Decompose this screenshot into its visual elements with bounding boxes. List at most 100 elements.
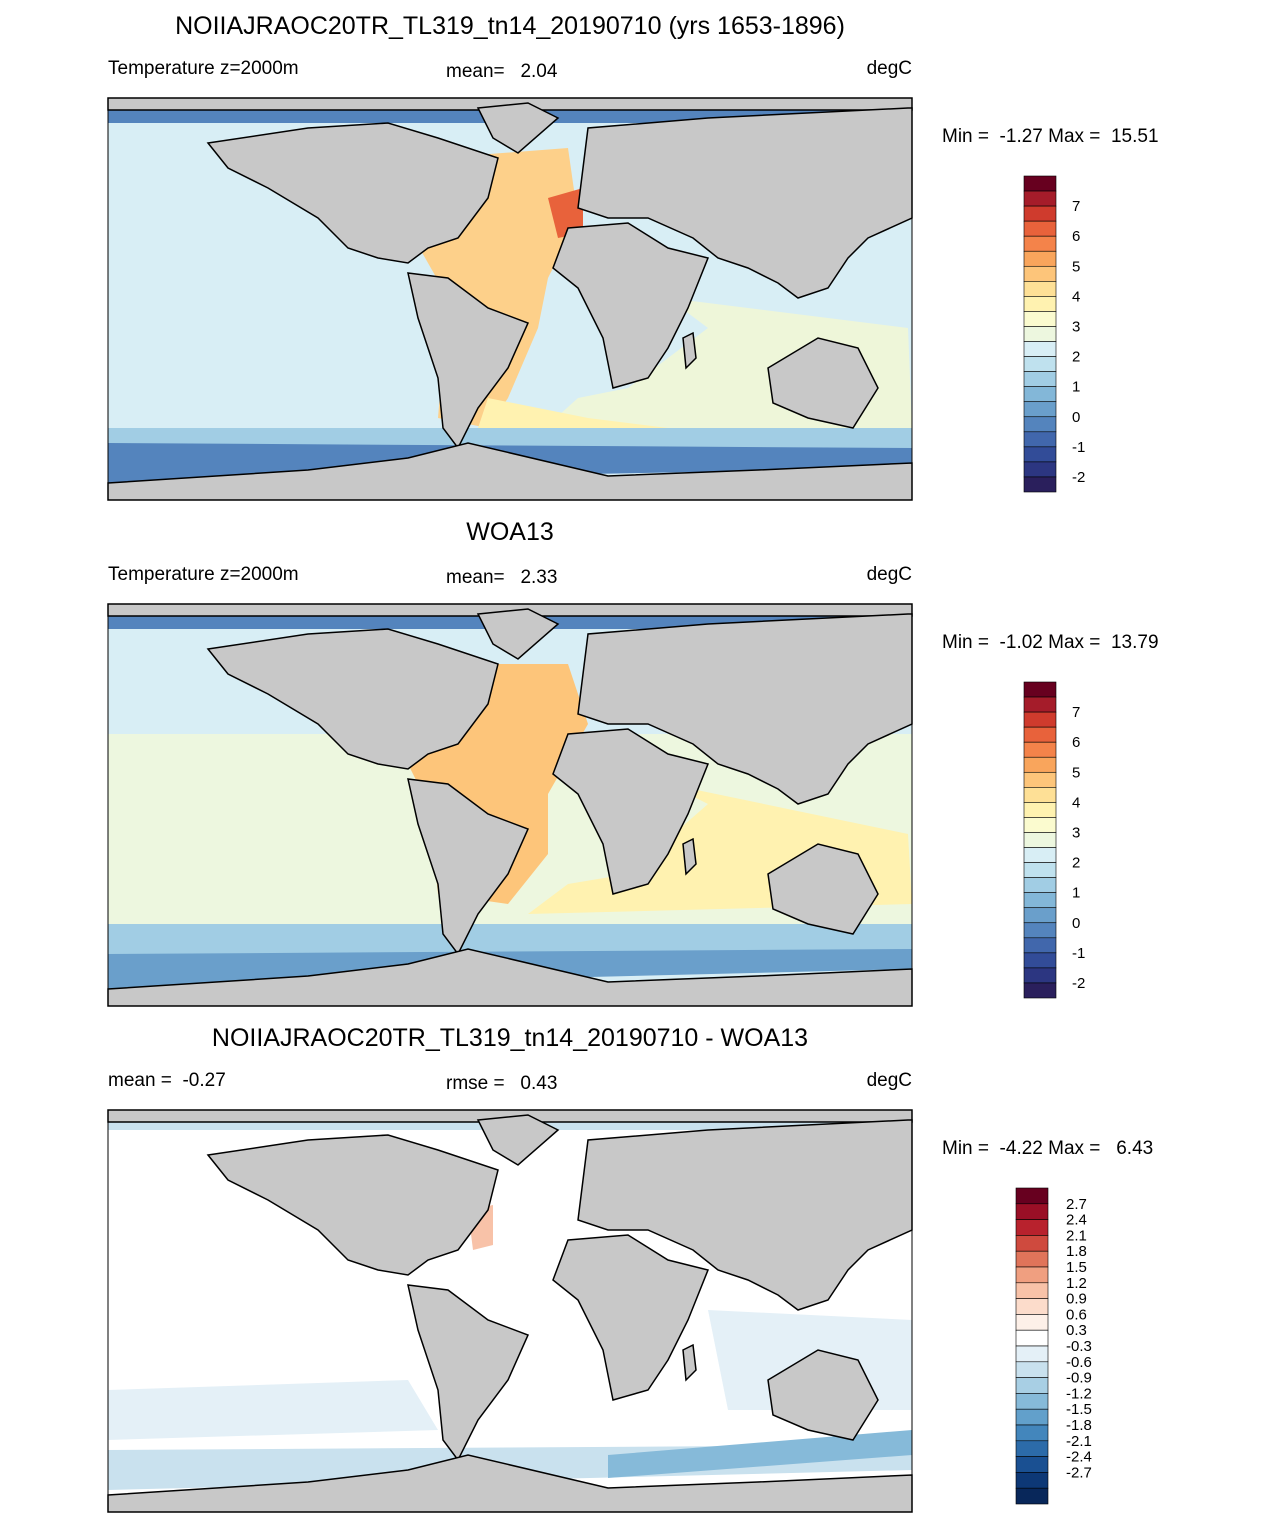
colorbar-box	[1023, 681, 1057, 698]
colorbar-box	[1023, 356, 1057, 372]
colorbar-box	[1023, 696, 1057, 713]
colorbar-box	[1023, 922, 1057, 939]
range-label: Min = -1.02 Max = 13.79	[942, 632, 1159, 653]
colorbar-box	[1023, 220, 1057, 237]
colorbar-box	[1023, 952, 1057, 969]
colorbar-box	[1023, 892, 1057, 909]
colorbar-label: 2	[1072, 855, 1080, 872]
colorbar-box	[1023, 416, 1057, 433]
colorbar: 7 6 5 4 3 2 1 0 -1 -2	[1023, 175, 1085, 493]
colorbar-box	[1015, 1250, 1049, 1268]
colorbar-label: -1.8	[1066, 1417, 1092, 1434]
colorbar-box	[1023, 817, 1057, 833]
units-label: degC	[867, 1070, 912, 1091]
panel-title: NOIIAJRAOC20TR_TL319_tn14_20190710 - WOA…	[212, 1024, 808, 1052]
colorbar-label: 5	[1072, 258, 1080, 275]
colorbar-box	[1023, 341, 1057, 357]
colorbar-box	[1023, 175, 1057, 192]
colorbar-box	[1023, 967, 1057, 984]
colorbar-box	[1023, 235, 1057, 252]
colorbar-label: 7	[1072, 704, 1080, 721]
colorbar-label: -2.4	[1066, 1449, 1092, 1466]
ocean-field	[108, 1380, 438, 1440]
colorbar-label: 3	[1072, 318, 1080, 335]
colorbar-label: 6	[1072, 734, 1080, 751]
center-label: mean= 2.04	[446, 61, 558, 82]
panel-title: WOA13	[466, 518, 554, 546]
colorbar-label: 5	[1072, 764, 1080, 781]
colorbar-box	[1023, 431, 1057, 448]
colorbar-box	[1023, 771, 1057, 788]
colorbar-box	[1015, 1393, 1049, 1410]
colorbar-box	[1023, 205, 1057, 222]
colorbar-box	[1015, 1345, 1049, 1363]
colorbar-label: -2	[1072, 469, 1085, 486]
colorbar-label: 1	[1072, 379, 1080, 396]
colorbar-label: -2.7	[1066, 1464, 1092, 1481]
colorbar-box	[1015, 1377, 1049, 1394]
colorbar-box	[1023, 802, 1057, 818]
colorbar-box	[1023, 265, 1057, 282]
colorbar-label: 1.5	[1066, 1259, 1087, 1276]
colorbar-box	[1023, 832, 1057, 848]
colorbar: 2.72.42.11.81.51.20.90.60.3-0.3-0.6-0.9-…	[1015, 1187, 1092, 1505]
panel: NOIIAJRAOC20TR_TL319_tn14_20190710 - WOA…	[107, 1024, 1153, 1513]
colorbar-label: -1	[1072, 945, 1085, 962]
colorbar-box	[1023, 250, 1057, 267]
colorbar-box	[1015, 1472, 1049, 1489]
colorbar-box	[1015, 1361, 1049, 1378]
colorbar-box	[1023, 326, 1057, 342]
left-label: Temperature z=2000m	[108, 564, 299, 585]
colorbar-box	[1015, 1187, 1049, 1205]
colorbar-label: 6	[1072, 228, 1080, 245]
colorbar-label: 0	[1072, 409, 1080, 426]
colorbar-box	[1015, 1235, 1049, 1252]
colorbar-box	[1023, 371, 1057, 387]
colorbar-box	[1023, 982, 1057, 999]
range-label: Min = -4.22 Max = 6.43	[942, 1138, 1153, 1159]
ocean-field	[608, 1430, 912, 1478]
colorbar-label: -0.9	[1066, 1370, 1092, 1387]
colorbar-label: -1.2	[1066, 1385, 1092, 1402]
map-frame	[107, 603, 913, 1007]
colorbar-label: 2.1	[1066, 1227, 1087, 1244]
colorbar-box	[1015, 1424, 1049, 1442]
colorbar-label: 0.6	[1066, 1306, 1087, 1323]
colorbar-box	[1023, 862, 1057, 878]
colorbar-label: 1.2	[1066, 1275, 1087, 1292]
map	[107, 97, 913, 501]
panel-title: NOIIAJRAOC20TR_TL319_tn14_20190710 (yrs …	[175, 12, 845, 40]
colorbar-label: 7	[1072, 198, 1080, 215]
units-label: degC	[867, 564, 912, 585]
colorbar-box	[1015, 1314, 1049, 1331]
colorbar-box	[1015, 1203, 1049, 1220]
colorbar-box	[1023, 386, 1057, 403]
colorbar-label: 1	[1072, 885, 1080, 902]
colorbar: 7 6 5 4 3 2 1 0 -1 -2	[1023, 681, 1085, 999]
colorbar-box	[1015, 1298, 1049, 1315]
ocean-field	[548, 188, 583, 238]
colorbar-box	[1015, 1329, 1049, 1347]
colorbar-label: 1.8	[1066, 1243, 1087, 1260]
colorbar-box	[1023, 190, 1057, 207]
colorbar-box	[1023, 907, 1057, 924]
panel: NOIIAJRAOC20TR_TL319_tn14_20190710 (yrs …	[107, 12, 1159, 501]
colorbar-box	[1023, 726, 1057, 743]
colorbar-box	[1015, 1266, 1049, 1284]
colorbar-label: 2	[1072, 349, 1080, 366]
colorbar-label: 2.7	[1066, 1196, 1087, 1213]
colorbar-label: -2.1	[1066, 1433, 1092, 1450]
colorbar-box	[1023, 847, 1057, 863]
colorbar-label: -0.3	[1066, 1338, 1092, 1355]
colorbar-box	[1015, 1456, 1049, 1473]
colorbar-box	[1023, 296, 1057, 312]
colorbar-box	[1023, 877, 1057, 893]
colorbar-label: 0.3	[1066, 1322, 1087, 1339]
colorbar-label: -1.5	[1066, 1401, 1092, 1418]
colorbar-label: 0	[1072, 915, 1080, 932]
colorbar-box	[1023, 281, 1057, 297]
map	[107, 1109, 913, 1513]
colorbar-box	[1023, 787, 1057, 803]
colorbar-box	[1023, 756, 1057, 773]
colorbar-box	[1015, 1282, 1049, 1299]
